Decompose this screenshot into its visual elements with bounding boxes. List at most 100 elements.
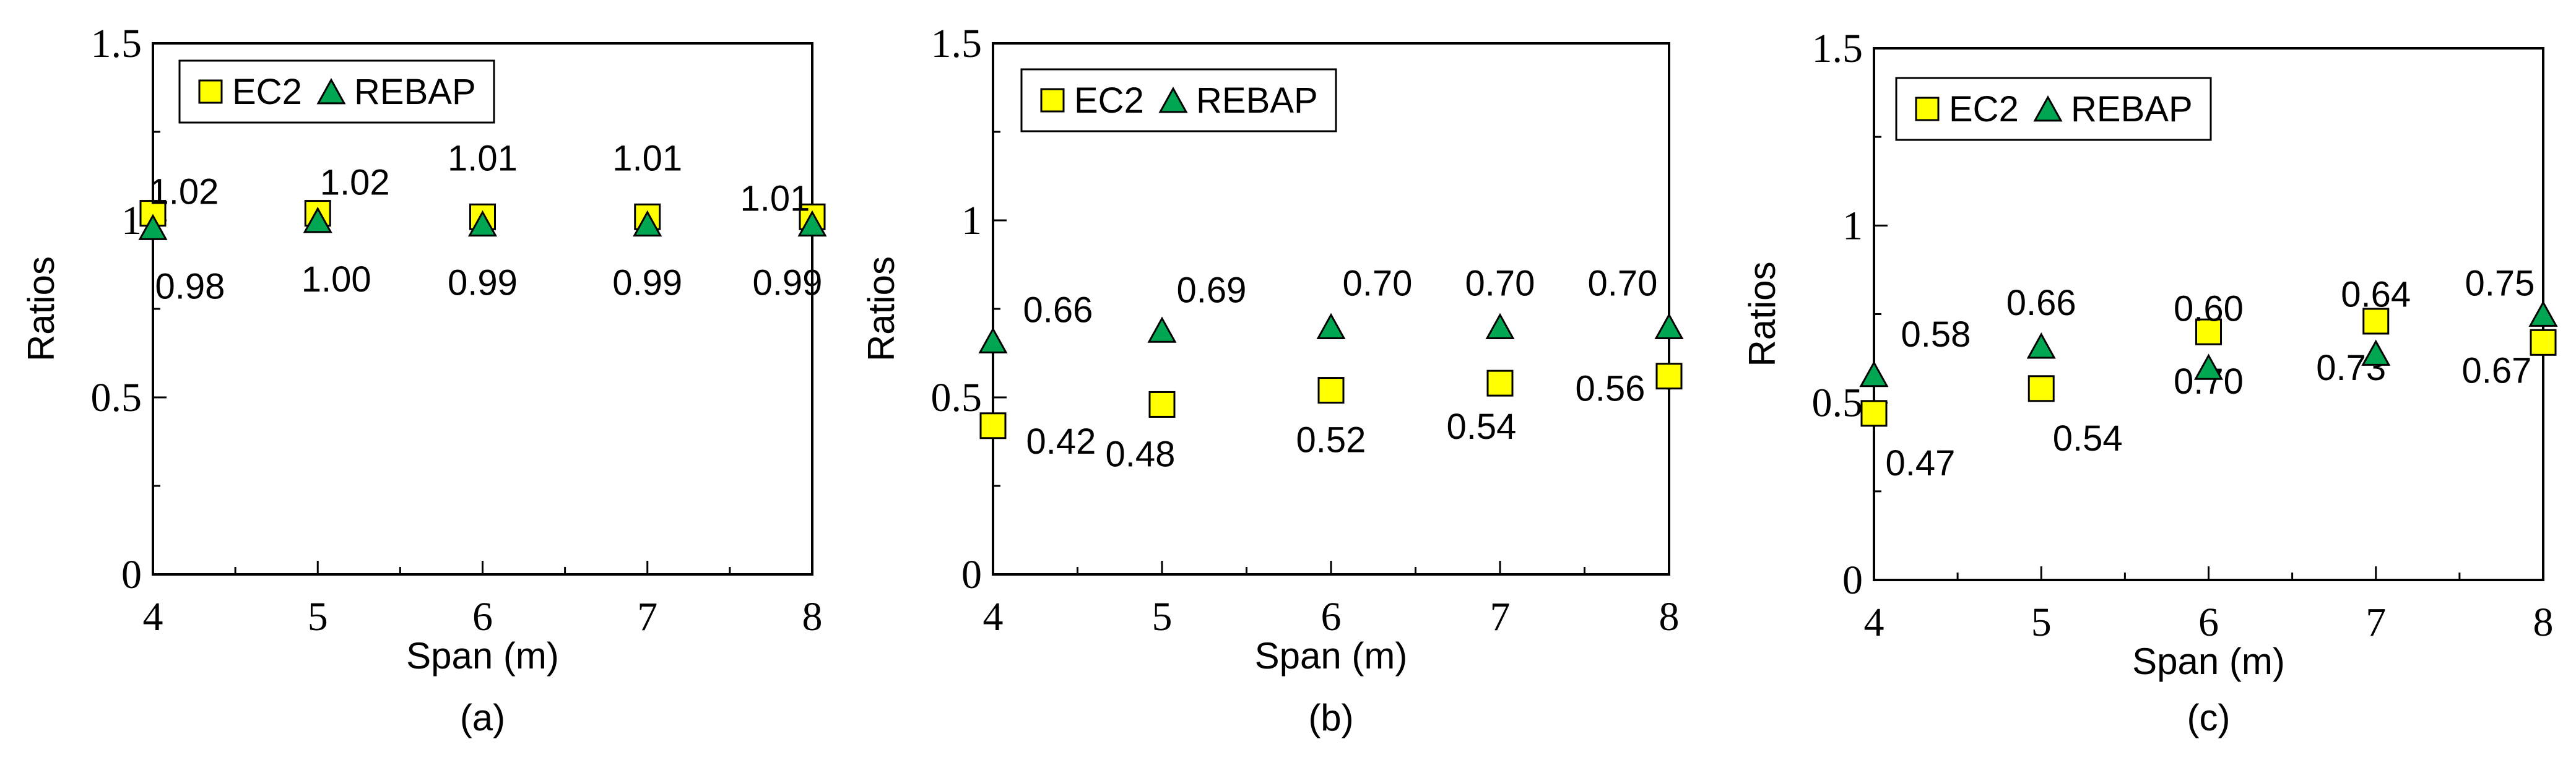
data-point-rebap xyxy=(2361,339,2391,366)
x-tick-label: 8 xyxy=(1659,594,1680,639)
series-ec2: 0.42 0.48 0.52 0.54 0.56 xyxy=(979,363,1683,474)
data-label-rebap: 0.60 xyxy=(2174,288,2244,329)
data-point-ec2 xyxy=(2362,308,2390,335)
series-ec2: 1.02 1.02 1.01 1.01 1.01 xyxy=(139,138,826,230)
data-label-rebap: 0.75 xyxy=(2465,264,2535,304)
data-label-rebap: 0.58 xyxy=(1901,314,1971,355)
x-tick-label: 4 xyxy=(983,594,1004,639)
data-label-ec2: 0.48 xyxy=(1106,434,1176,474)
data-label-ec2: 1.02 xyxy=(149,172,219,212)
y-tick-label: 1 xyxy=(961,198,982,243)
y-tick-label: 1 xyxy=(1842,203,1863,248)
legend-label-ec2: EC2 xyxy=(1949,89,2019,129)
legend-triangle-marker xyxy=(316,78,346,105)
data-label-rebap: 0.64 xyxy=(2341,274,2411,314)
chart-panel-3: 0 0.5 1 1.5 4 5 6 7 8 Span (m) Ratios (c) EC2 REBAP 0.… xyxy=(1741,26,2558,738)
panel-caption: (c) xyxy=(2187,697,2231,738)
series-rebap: 0.58 0.66 0.60 0.64 0.75 xyxy=(1859,264,2558,387)
data-label-rebap: 0.70 xyxy=(1343,264,1413,304)
data-point-rebap xyxy=(797,210,827,237)
data-point-rebap xyxy=(1654,313,1684,339)
data-label-rebap: 0.99 xyxy=(612,263,682,303)
chart-panel-1: 0 0.5 1 1.5 4 5 6 7 8 Span (m) Ratios (a) EC2 REBAP 1.… xyxy=(20,21,827,738)
y-axis-title: Ratios xyxy=(861,256,902,361)
data-label-ec2: 1.01 xyxy=(448,138,518,178)
legend-label-ec2: EC2 xyxy=(1074,80,1144,121)
data-point-ec2 xyxy=(979,412,1007,439)
data-point-rebap xyxy=(1485,313,1515,339)
data-label-rebap: 0.66 xyxy=(2006,283,2076,323)
data-point-rebap xyxy=(2193,353,2224,380)
data-label-rebap: 1.00 xyxy=(301,259,371,300)
x-tick-label: 6 xyxy=(472,594,493,639)
legend-square-marker xyxy=(198,79,223,104)
panel-caption: (a) xyxy=(460,697,505,738)
x-tick-label: 7 xyxy=(2366,600,2386,645)
data-point-rebap xyxy=(1147,316,1177,343)
legend-label-ec2: EC2 xyxy=(232,72,302,112)
data-label-ec2: 0.54 xyxy=(2053,418,2123,459)
series-rebap: 0.66 0.69 0.70 0.70 0.70 xyxy=(978,264,1684,353)
data-point-ec2 xyxy=(1317,377,1345,404)
data-point-rebap xyxy=(1859,360,1889,387)
data-label-ec2: 0.56 xyxy=(1576,369,1646,409)
legend-label-rebap: REBAP xyxy=(1196,80,1318,121)
x-tick-label: 5 xyxy=(1152,594,1173,639)
panel-caption: (b) xyxy=(1308,697,1353,738)
data-point-rebap xyxy=(2528,300,2558,327)
data-point-ec2 xyxy=(2530,329,2557,356)
x-tick-label: 7 xyxy=(1490,594,1511,639)
x-axis-title: Span (m) xyxy=(2132,641,2285,682)
data-point-ec2 xyxy=(1486,370,1514,397)
y-axis-title: Ratios xyxy=(20,256,62,361)
data-point-rebap xyxy=(978,327,1008,353)
x-tick-label: 4 xyxy=(1864,600,1884,645)
x-tick-label: 6 xyxy=(1321,594,1342,639)
legend-triangle-marker xyxy=(1158,87,1188,113)
data-label-rebap: 0.70 xyxy=(1465,264,1535,304)
data-point-ec2 xyxy=(2195,318,2222,345)
legend-label-rebap: REBAP xyxy=(354,72,476,112)
data-point-ec2 xyxy=(1655,363,1683,390)
legend: EC2 REBAP xyxy=(1020,68,1337,132)
data-point-ec2 xyxy=(2027,375,2055,402)
y-tick-label: 0.5 xyxy=(91,375,142,420)
data-point-rebap xyxy=(1316,313,1346,339)
y-tick-label: 1 xyxy=(121,198,142,243)
y-tick-label: 1.5 xyxy=(1812,26,1863,71)
data-point-ec2 xyxy=(1148,391,1176,418)
data-label-rebap: 0.66 xyxy=(1023,290,1093,330)
data-label-rebap: 0.69 xyxy=(1177,270,1247,310)
y-tick-label: 0 xyxy=(121,552,142,597)
data-point-rebap xyxy=(2026,332,2056,359)
x-tick-label: 5 xyxy=(2031,600,2052,645)
data-point-rebap xyxy=(303,207,332,233)
data-point-ec2 xyxy=(1860,400,1888,427)
x-tick-label: 8 xyxy=(802,594,823,639)
y-tick-label: 0.5 xyxy=(931,375,982,420)
data-label-rebap: 0.99 xyxy=(448,263,518,303)
data-label-rebap: 0.99 xyxy=(753,263,823,303)
legend: EC2 REBAP xyxy=(1895,77,2212,141)
data-label-ec2: 1.02 xyxy=(320,163,390,203)
data-point-rebap xyxy=(633,210,662,237)
data-label-ec2: 1.01 xyxy=(612,138,682,178)
x-tick-label: 7 xyxy=(637,594,657,639)
x-tick-label: 6 xyxy=(2198,600,2219,645)
series-rebap: 0.98 1.00 0.99 0.99 0.99 xyxy=(138,207,827,306)
data-label-ec2: 0.52 xyxy=(1296,420,1366,461)
legend-label-rebap: REBAP xyxy=(2071,89,2193,129)
data-point-rebap xyxy=(138,214,168,240)
y-tick-label: 0 xyxy=(961,552,982,597)
data-label-ec2: 0.42 xyxy=(1026,422,1096,462)
data-point-rebap xyxy=(467,210,498,237)
x-axis-title: Span (m) xyxy=(406,635,559,677)
data-label-ec2: 1.01 xyxy=(740,178,810,218)
y-tick-label: 1.5 xyxy=(931,21,982,66)
legend: EC2 REBAP xyxy=(178,59,495,124)
x-axis-title: Span (m) xyxy=(1255,635,1408,677)
legend-square-marker xyxy=(1040,88,1065,113)
data-label-rebap: 0.98 xyxy=(155,266,225,306)
y-tick-label: 0 xyxy=(1842,558,1863,603)
